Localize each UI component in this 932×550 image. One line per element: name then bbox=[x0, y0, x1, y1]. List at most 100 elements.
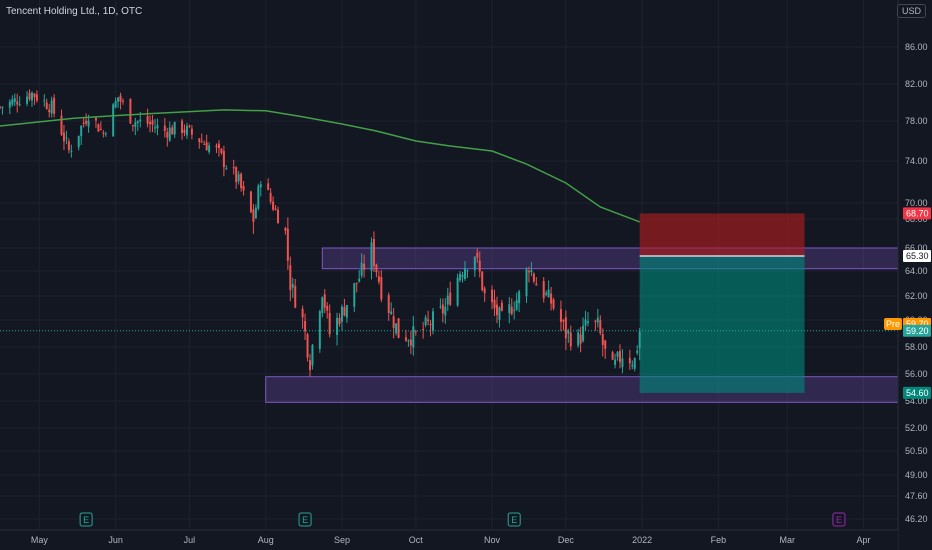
candle-down bbox=[222, 151, 225, 168]
candle-up bbox=[65, 137, 68, 139]
price-tick-label: 50.50 bbox=[905, 446, 928, 456]
candle-up bbox=[616, 352, 619, 357]
candle-down bbox=[82, 122, 85, 124]
candle-down bbox=[500, 302, 503, 311]
candle-down bbox=[562, 319, 565, 322]
candle-up bbox=[498, 307, 501, 320]
time-tick-label: Dec bbox=[558, 535, 575, 545]
time-tick-label: Feb bbox=[711, 535, 727, 545]
candle-down bbox=[97, 124, 100, 132]
short-position-tool[interactable] bbox=[639, 213, 805, 393]
candle-up bbox=[168, 127, 171, 141]
candle-up bbox=[50, 100, 53, 114]
candle-down bbox=[422, 328, 425, 330]
candle-up bbox=[370, 242, 373, 271]
candle-up bbox=[30, 92, 33, 101]
candle-down bbox=[146, 116, 149, 124]
candle-down bbox=[48, 109, 51, 113]
candle-up bbox=[508, 304, 511, 313]
candle-down bbox=[200, 141, 203, 143]
candle-down bbox=[274, 208, 277, 210]
candle-down bbox=[166, 132, 169, 138]
time-tick-label: Nov bbox=[484, 535, 501, 545]
candle-down bbox=[67, 141, 70, 151]
stop-price-tag-bg bbox=[903, 207, 931, 220]
candle-down bbox=[409, 339, 412, 346]
candle-down bbox=[129, 98, 132, 124]
price-tick-label: 62.00 bbox=[905, 291, 928, 301]
candle-up bbox=[587, 321, 590, 323]
price-tick-label: 52.00 bbox=[905, 423, 928, 433]
candle-down bbox=[217, 143, 220, 149]
candle-down bbox=[323, 294, 326, 308]
candlestick-series bbox=[0, 89, 641, 377]
candle-down bbox=[249, 191, 252, 213]
candle-down bbox=[289, 265, 292, 291]
candle-down bbox=[495, 304, 498, 316]
candle-down bbox=[481, 271, 484, 291]
earnings-event-icon bbox=[507, 512, 521, 527]
candle-down bbox=[483, 288, 486, 294]
price-axis[interactable]: 86.0082.0078.0074.0070.0068.0066.0064.00… bbox=[897, 0, 932, 550]
candle-up bbox=[11, 99, 14, 105]
candle-up bbox=[584, 319, 587, 326]
candle-down bbox=[599, 320, 602, 334]
earnings-event-label: E bbox=[302, 515, 308, 525]
candle-down bbox=[380, 277, 383, 300]
time-axis[interactable]: May Jun Jul Aug Sep Oct Nov Dec 2022 Feb Mar Apr bbox=[0, 529, 898, 550]
candle-up bbox=[208, 145, 211, 153]
candle-down bbox=[294, 285, 297, 308]
candle-up bbox=[432, 311, 435, 331]
candle-down bbox=[85, 120, 88, 124]
candle-up bbox=[614, 359, 617, 365]
candle-up bbox=[13, 98, 16, 102]
last-price-tag: 59.20 bbox=[906, 326, 929, 336]
candle-down bbox=[491, 289, 494, 303]
candle-up bbox=[70, 150, 73, 152]
candle-up bbox=[153, 127, 156, 129]
candle-up bbox=[291, 284, 294, 288]
candle-up bbox=[257, 185, 260, 209]
currency-button[interactable]: USD bbox=[896, 4, 926, 18]
candle-down bbox=[372, 238, 375, 266]
earnings-event-label: E bbox=[511, 515, 517, 525]
candle-up bbox=[515, 299, 518, 310]
stop-loss-area bbox=[639, 213, 805, 257]
candle-down bbox=[181, 120, 184, 134]
candle-up bbox=[259, 184, 262, 188]
candle-down bbox=[163, 125, 166, 131]
candle-down bbox=[269, 192, 272, 202]
candle-down bbox=[131, 124, 134, 127]
candle-down bbox=[205, 142, 208, 151]
candle-up bbox=[463, 268, 466, 279]
candle-up bbox=[439, 306, 442, 308]
candle-down bbox=[183, 129, 186, 133]
candle-down bbox=[355, 282, 358, 284]
candle-down bbox=[60, 115, 63, 135]
price-tick-label: 58.00 bbox=[905, 342, 928, 352]
candle-up bbox=[466, 270, 469, 272]
candle-down bbox=[35, 94, 38, 101]
candle-up bbox=[1, 106, 4, 108]
candle-up bbox=[621, 358, 624, 368]
candle-down bbox=[235, 167, 238, 183]
candle-up bbox=[173, 121, 176, 135]
symbol-legend[interactable]: Tencent Holding Ltd., 1D, OTC bbox=[6, 6, 143, 17]
price-tick-label: 47.60 bbox=[905, 491, 928, 501]
candle-up bbox=[254, 207, 257, 219]
candle-up bbox=[87, 120, 90, 127]
time-tick-label: May bbox=[31, 535, 49, 545]
candle-down bbox=[527, 271, 530, 273]
candle-down bbox=[328, 312, 331, 335]
candle-down bbox=[569, 332, 572, 347]
candle-down bbox=[203, 143, 206, 145]
price-tick-label: 46.20 bbox=[905, 514, 928, 524]
candle-down bbox=[284, 227, 287, 231]
candle-up bbox=[631, 364, 634, 367]
candle-down bbox=[532, 273, 535, 282]
time-tick-label: Mar bbox=[780, 535, 796, 545]
candle-down bbox=[404, 337, 407, 341]
candle-down bbox=[618, 350, 621, 363]
